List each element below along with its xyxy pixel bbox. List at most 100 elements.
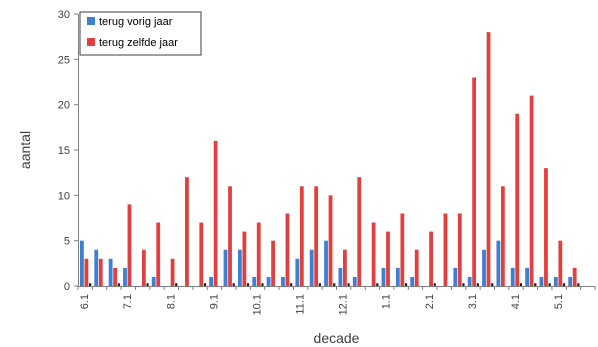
bar-series-2-11.2 bbox=[318, 283, 321, 286]
legend-label-terug-zelfde-jaar: terug zelfde jaar bbox=[99, 37, 178, 49]
bar-series-2-6.3 bbox=[117, 283, 120, 286]
bar-series-2-12.1 bbox=[347, 283, 350, 286]
bar-series-1-10.2 bbox=[271, 240, 275, 286]
bar-series-0-6.2 bbox=[94, 249, 99, 286]
bar-series-1-5.2 bbox=[572, 267, 577, 286]
y-tick-label: 15 bbox=[58, 145, 70, 157]
bar-series-0-7.3 bbox=[151, 276, 156, 286]
y-tick-label: 30 bbox=[58, 9, 70, 21]
y-ticks: 0 5 10 15 20 25 30 bbox=[58, 9, 78, 293]
bar-series-0-1.1 bbox=[381, 267, 386, 286]
bar-series-2-2.3 bbox=[462, 283, 465, 286]
bar-series-1-6.2 bbox=[98, 258, 103, 286]
bar-series-0-1.3 bbox=[410, 276, 415, 286]
legend-swatch-terug-vorig-jaar bbox=[87, 17, 95, 25]
bar-series-1-11.3 bbox=[328, 195, 333, 286]
bar-series-1-7.1 bbox=[127, 204, 132, 286]
bar-series-2-11.3 bbox=[333, 283, 336, 286]
bar-series-0-6.1 bbox=[80, 240, 84, 286]
y-tick-label: 0 bbox=[64, 281, 70, 293]
bar-series-0-3.2 bbox=[482, 249, 486, 286]
bar-series-0-2.3 bbox=[453, 267, 458, 286]
bar-series-2-3.2 bbox=[491, 283, 494, 286]
bar-series-0-10.2 bbox=[266, 276, 271, 286]
bar-series-0-7.1 bbox=[123, 267, 127, 286]
legend-swatch-terug-zelfde-jaar bbox=[87, 38, 95, 46]
bar-series-1-9.2 bbox=[228, 186, 232, 286]
bar-series-1-7.2 bbox=[141, 249, 146, 286]
x-axis-title: decade bbox=[314, 330, 360, 346]
bar-series-0-12.2 bbox=[352, 276, 357, 286]
bar-series-0-3.1 bbox=[467, 276, 472, 286]
bar-series-2-4.3 bbox=[548, 283, 551, 286]
bar-series-1-10.3 bbox=[285, 213, 290, 286]
bar-series-0-9.2 bbox=[223, 249, 228, 286]
bar-series-2-5.2 bbox=[577, 283, 580, 286]
bar-series-0-3.3 bbox=[496, 240, 501, 286]
bar-series-0-11.2 bbox=[309, 249, 314, 286]
bar-series-1-6.3 bbox=[113, 267, 118, 286]
bar-series-0-10.1 bbox=[252, 276, 257, 286]
x-tick-label: 2.1 bbox=[424, 294, 436, 309]
bar-series-0-12.1 bbox=[338, 267, 343, 286]
bar-series-1-3.1 bbox=[472, 77, 477, 286]
bar-series-2-7.2 bbox=[146, 283, 149, 286]
y-tick-label: 10 bbox=[58, 190, 70, 202]
bar-series-1-7.3 bbox=[156, 222, 161, 286]
bar-series-0-10.3 bbox=[281, 276, 285, 286]
bar-series-2-9.3 bbox=[246, 283, 250, 286]
x-tick-label: 11.1 bbox=[295, 294, 307, 315]
x-tick-label: 7.1 bbox=[122, 294, 134, 309]
bar-series-2-4.2 bbox=[534, 283, 537, 286]
x-tick-label: 3.1 bbox=[467, 294, 479, 309]
x-tick-label: 12.1 bbox=[338, 294, 350, 315]
bar-series-1-1.1 bbox=[386, 231, 390, 286]
bar-series-2-6.1 bbox=[89, 283, 92, 286]
bar-series-0-1.2 bbox=[395, 267, 400, 286]
bar-series-0-4.1 bbox=[510, 267, 515, 286]
bar-series-1-5.1 bbox=[558, 240, 563, 286]
x-tick-label: 10.1 bbox=[251, 294, 263, 315]
bar-series-0-11.3 bbox=[324, 240, 328, 286]
bar-series-1-3.2 bbox=[486, 32, 491, 286]
x-tick-label: 1.1 bbox=[381, 294, 393, 309]
bar-series-2-10.1 bbox=[261, 283, 264, 286]
bar-series-0-4.3 bbox=[539, 276, 544, 286]
bar-series-0-5.1 bbox=[553, 276, 558, 286]
bar-series-2-8.1 bbox=[175, 283, 178, 286]
x-tick-label: 4.1 bbox=[510, 294, 522, 309]
bar-series-1-6.1 bbox=[84, 258, 89, 286]
bar-series-1-8.3 bbox=[199, 222, 204, 286]
bar-series-1-11.1 bbox=[299, 186, 304, 286]
bars-layer bbox=[80, 32, 580, 286]
bar-series-2-4.1 bbox=[519, 283, 523, 286]
bar-series-1-1.2 bbox=[400, 213, 405, 286]
bar-series-1-2.1 bbox=[429, 231, 433, 286]
bar-series-0-4.2 bbox=[525, 267, 529, 286]
legend-box bbox=[79, 11, 202, 56]
bar-series-1-4.1 bbox=[515, 113, 520, 286]
bar-series-1-4.3 bbox=[544, 168, 548, 286]
bar-series-1-4.2 bbox=[529, 95, 534, 286]
x-tick-label: 8.1 bbox=[165, 294, 177, 309]
bar-series-1-9.1 bbox=[213, 140, 218, 286]
bar-series-1-12.1 bbox=[343, 249, 347, 286]
bar-series-1-3.3 bbox=[500, 186, 505, 286]
bar-series-2-5.1 bbox=[562, 283, 566, 286]
bar-series-2-2.1 bbox=[433, 283, 436, 286]
bar-series-1-12.3 bbox=[371, 222, 376, 286]
x-tick-label: 5.1 bbox=[553, 294, 565, 309]
y-axis-title: aantal bbox=[17, 131, 33, 169]
bar-series-1-8.1 bbox=[170, 258, 175, 286]
bar-series-2-8.3 bbox=[203, 283, 207, 286]
y-tick-label: 20 bbox=[58, 100, 70, 112]
bar-series-1-9.3 bbox=[242, 231, 247, 286]
legend-label-terug-vorig-jaar: terug vorig jaar bbox=[99, 16, 173, 28]
bar-series-0-5.2 bbox=[568, 276, 573, 286]
bar-series-1-11.2 bbox=[314, 186, 319, 286]
bar-series-2-1.2 bbox=[404, 283, 408, 286]
bar-series-0-11.1 bbox=[295, 258, 300, 286]
bar-series-2-3.1 bbox=[476, 283, 479, 286]
bar-series-1-8.2 bbox=[185, 177, 189, 286]
